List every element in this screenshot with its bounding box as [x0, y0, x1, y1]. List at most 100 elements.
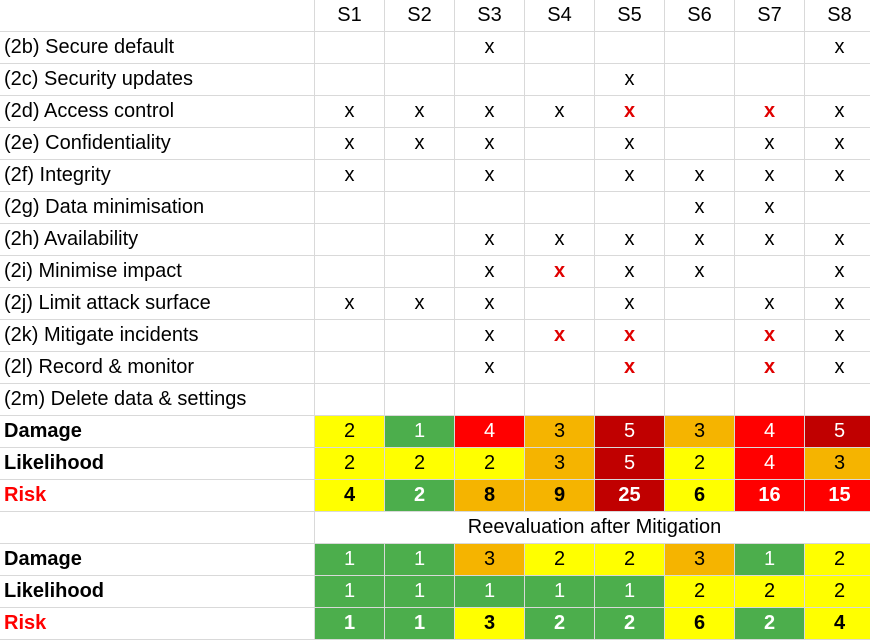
requirement-mark-cell: x	[804, 319, 870, 352]
damage-row: Damage 2 1 4 3 5 3 4 5	[0, 415, 870, 448]
reevaluated-damage-row: Damage 1 1 3 2 2 3 1 2	[0, 543, 870, 576]
requirement-label: (2f) Integrity	[0, 159, 315, 192]
reevaluated-damage-value-cell: 2	[524, 543, 595, 576]
requirement-mark-cell: x	[804, 31, 870, 64]
requirement-mark-cell: x	[734, 287, 805, 320]
requirement-mark-cell	[524, 159, 595, 192]
requirement-mark-cell: x	[314, 95, 385, 128]
requirement-mark-cell: x	[594, 255, 665, 288]
requirement-row: (2e) Confidentiality x x x x x x	[0, 127, 870, 160]
column-header-s7: S7	[734, 0, 805, 32]
reevaluated-likelihood-value-cell: 1	[594, 575, 665, 608]
requirement-mark-cell	[664, 63, 735, 96]
requirement-label: (2j) Limit attack surface	[0, 287, 315, 320]
requirement-label: (2i) Minimise impact	[0, 255, 315, 288]
requirement-mark-cell: x	[594, 95, 665, 128]
reevaluated-damage-value-cell: 2	[804, 543, 870, 576]
requirement-mark-cell: x	[734, 127, 805, 160]
requirement-mark-cell: x	[524, 319, 595, 352]
damage-value-cell: 5	[804, 415, 870, 448]
requirement-label: (2d) Access control	[0, 95, 315, 128]
requirement-mark-cell	[314, 351, 385, 384]
requirement-mark-cell	[384, 255, 455, 288]
requirement-mark-cell	[594, 383, 665, 416]
requirement-mark-cell	[384, 63, 455, 96]
requirement-row: (2k) Mitigate incidents x x x x x	[0, 319, 870, 352]
requirement-mark-cell: x	[804, 287, 870, 320]
column-header-s8: S8	[804, 0, 870, 32]
reevaluation-title-spacer	[0, 511, 315, 544]
reevaluated-risk-value-cell: 2	[734, 607, 805, 640]
likelihood-value-cell: 2	[314, 447, 385, 480]
requirement-mark-cell	[664, 287, 735, 320]
requirement-mark-cell	[664, 95, 735, 128]
requirement-mark-cell	[314, 255, 385, 288]
requirement-mark-cell	[664, 319, 735, 352]
requirement-mark-cell	[524, 63, 595, 96]
risk-value-cell: 16	[734, 479, 805, 512]
reevaluated-risk-value-cell: 3	[454, 607, 525, 640]
requirement-row: (2j) Limit attack surface x x x x x x	[0, 287, 870, 320]
requirement-mark-cell: x	[664, 223, 735, 256]
risk-value-cell: 15	[804, 479, 870, 512]
reevaluated-damage-value-cell: 2	[594, 543, 665, 576]
reevaluated-risk-value-cell: 2	[524, 607, 595, 640]
likelihood-value-cell: 2	[454, 447, 525, 480]
requirement-mark-cell: x	[454, 31, 525, 64]
column-header-s6: S6	[664, 0, 735, 32]
requirement-mark-cell: x	[314, 127, 385, 160]
risk-label: Risk	[0, 479, 315, 512]
requirement-mark-cell: x	[524, 255, 595, 288]
requirement-row: (2i) Minimise impact x x x x x	[0, 255, 870, 288]
requirement-mark-cell	[594, 31, 665, 64]
requirement-mark-cell	[734, 383, 805, 416]
requirement-label: (2g) Data minimisation	[0, 191, 315, 224]
requirement-mark-cell	[804, 383, 870, 416]
requirement-mark-cell	[384, 31, 455, 64]
requirement-mark-cell: x	[594, 287, 665, 320]
damage-value-cell: 2	[314, 415, 385, 448]
requirement-mark-cell: x	[384, 287, 455, 320]
reevaluated-damage-value-cell: 1	[384, 543, 455, 576]
requirement-mark-cell	[664, 383, 735, 416]
damage-label: Damage	[0, 415, 315, 448]
requirement-mark-cell	[734, 63, 805, 96]
requirement-mark-cell: x	[804, 95, 870, 128]
risk-value-cell: 4	[314, 479, 385, 512]
requirement-label: (2h) Availability	[0, 223, 315, 256]
requirement-label: (2l) Record & monitor	[0, 351, 315, 384]
reevaluated-risk-label: Risk	[0, 607, 315, 640]
requirement-mark-cell: x	[664, 159, 735, 192]
requirement-row: (2g) Data minimisation x x	[0, 191, 870, 224]
requirement-label: (2k) Mitigate incidents	[0, 319, 315, 352]
reevaluated-damage-value-cell: 3	[454, 543, 525, 576]
column-header-s1: S1	[314, 0, 385, 32]
requirement-mark-cell	[524, 31, 595, 64]
requirement-mark-cell	[384, 159, 455, 192]
risk-value-cell: 2	[384, 479, 455, 512]
damage-value-cell: 4	[734, 415, 805, 448]
requirement-row: (2d) Access control x x x x x x x	[0, 95, 870, 128]
requirement-mark-cell	[384, 319, 455, 352]
requirement-mark-cell	[384, 223, 455, 256]
reevaluated-likelihood-value-cell: 1	[524, 575, 595, 608]
requirement-mark-cell: x	[734, 191, 805, 224]
risk-value-cell: 8	[454, 479, 525, 512]
requirement-mark-cell	[384, 191, 455, 224]
requirement-mark-cell	[664, 31, 735, 64]
requirement-mark-cell: x	[804, 159, 870, 192]
likelihood-label: Likelihood	[0, 447, 315, 480]
requirement-mark-cell	[314, 383, 385, 416]
likelihood-value-cell: 4	[734, 447, 805, 480]
requirement-mark-cell: x	[314, 159, 385, 192]
risk-value-cell: 9	[524, 479, 595, 512]
requirement-mark-cell	[804, 63, 870, 96]
requirement-row: (2l) Record & monitor x x x x	[0, 351, 870, 384]
reevaluated-damage-value-cell: 3	[664, 543, 735, 576]
requirement-mark-cell	[664, 127, 735, 160]
requirement-mark-cell	[734, 255, 805, 288]
reevaluated-likelihood-label: Likelihood	[0, 575, 315, 608]
requirement-mark-cell: x	[734, 159, 805, 192]
reevaluated-damage-label: Damage	[0, 543, 315, 576]
